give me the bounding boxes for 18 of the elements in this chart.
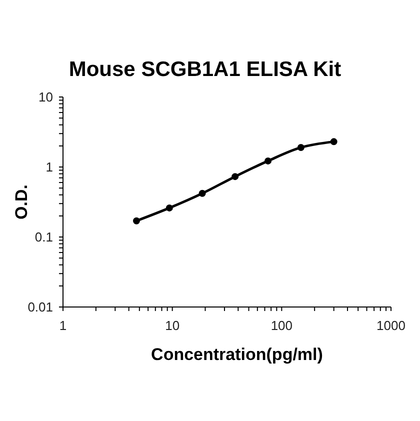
point: [232, 173, 239, 180]
x-axis-title: Concentration(pg/ml): [150, 345, 324, 365]
point: [166, 204, 173, 212]
x-tick-label: 1000: [376, 318, 406, 334]
point: [264, 157, 272, 164]
y-tick-label: 0.1: [34, 230, 53, 245]
x-tick-label: 100: [270, 318, 293, 334]
x-tick-label: 1: [59, 318, 67, 334]
y-tick-label: 0.01: [28, 300, 53, 315]
x-tick-label: 10: [165, 318, 180, 334]
point: [132, 217, 140, 224]
y-tick-label: 10: [38, 90, 53, 105]
y-axis-title: O.D.: [12, 184, 32, 220]
chart-title: Mouse SCGB1A1 ELISA Kit: [68, 58, 342, 82]
point: [297, 144, 304, 151]
point: [198, 190, 206, 197]
point: [330, 138, 338, 146]
y-tick-label: 1: [46, 160, 53, 175]
